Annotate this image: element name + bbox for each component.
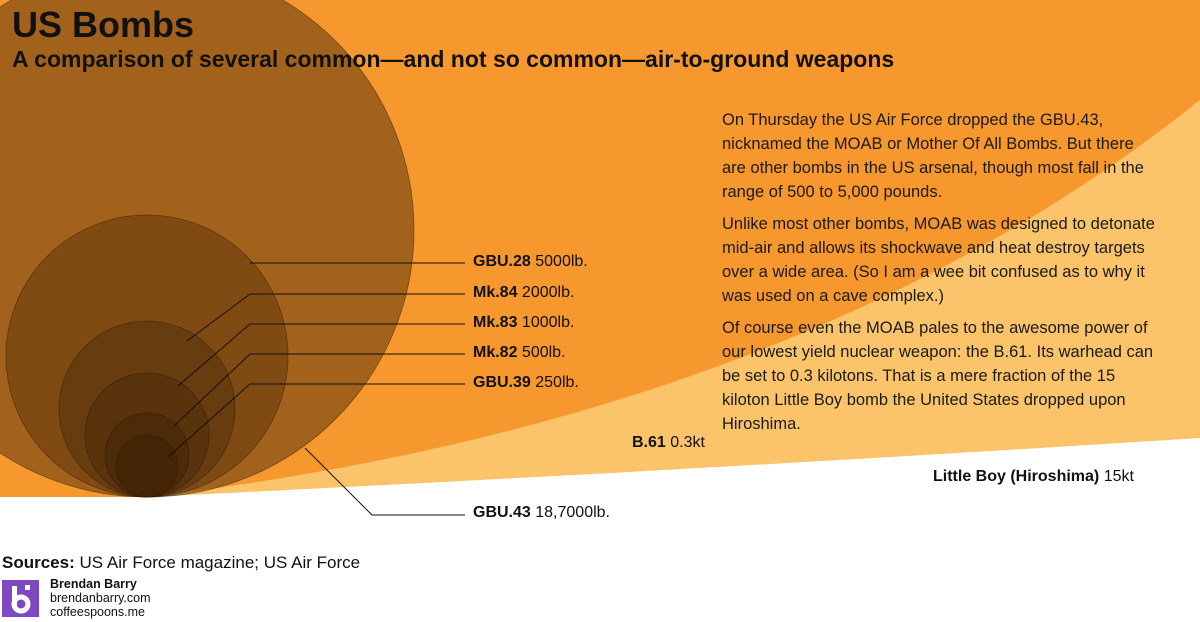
paragraph: Of course even the MOAB pales to the awe… <box>722 319 1154 433</box>
sources: Sources: US Air Force magazine; US Air F… <box>2 553 361 572</box>
label-mk84: Mk.84 2000lb. <box>473 284 575 301</box>
gbu43-leader <box>304 447 465 516</box>
label-gbu43: GBU.43 18,7000lb. <box>473 504 610 521</box>
description: On Thursday the US Air Force dropped the… <box>722 108 1162 444</box>
label-b61: B.61 0.3kt <box>632 434 705 451</box>
gbu39-leader <box>167 383 465 458</box>
author-credit: Brendan Barry brendanbarry.com coffeespo… <box>50 577 151 619</box>
author-logo <box>2 580 39 617</box>
page-title: US Bombs <box>12 4 195 45</box>
paragraph: On Thursday the US Air Force dropped the… <box>722 111 1144 201</box>
label-gbu39: GBU.39 250lb. <box>473 374 579 391</box>
paragraph: Unlike most other bombs, MOAB was design… <box>722 215 1155 305</box>
label-mk82: Mk.82 500lb. <box>473 344 566 361</box>
author-blog[interactable]: coffeespoons.me <box>50 605 145 619</box>
author-site[interactable]: brendanbarry.com <box>50 591 151 605</box>
mk84-leader <box>186 293 465 342</box>
page-subtitle: A comparison of several common—and not s… <box>12 46 895 72</box>
label-mk83: Mk.83 1000lb. <box>473 314 575 331</box>
label-gbu28: GBU.28 5000lb. <box>473 253 588 270</box>
gbu39-circle <box>115 434 179 498</box>
label-little-boy: Little Boy (Hiroshima) 15kt <box>933 468 1134 485</box>
mk82-leader <box>173 353 465 427</box>
author-name: Brendan Barry <box>50 577 137 591</box>
b61-area <box>0 0 1200 497</box>
mk83-leader <box>177 323 465 387</box>
